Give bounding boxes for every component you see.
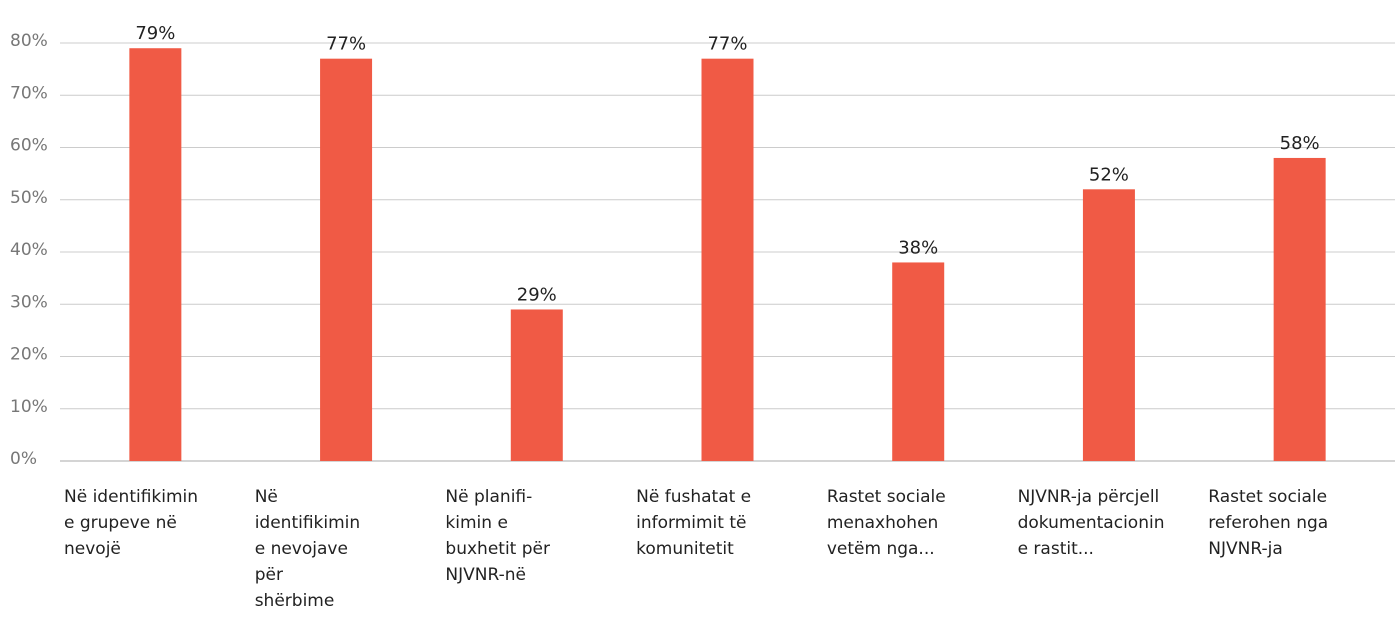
x-tick-label: Në fushatat e — [636, 487, 751, 507]
value-label: 52% — [1089, 164, 1129, 185]
bar — [510, 309, 563, 461]
x-tick-label: menaxhohen — [827, 513, 938, 533]
x-tick-label: identifikimin — [255, 513, 360, 533]
x-tick-label: buxhetit për — [445, 539, 550, 559]
bar — [1082, 189, 1135, 462]
bar — [129, 48, 182, 461]
value-label: 58% — [1280, 133, 1320, 154]
value-label: 77% — [707, 34, 747, 55]
y-tick-label: 70% — [10, 83, 48, 103]
x-tick-label: e grupeve në — [64, 513, 177, 533]
x-tick-label: nevojë — [64, 539, 121, 559]
x-tick-label: informimit të — [636, 513, 746, 533]
bar — [320, 58, 373, 462]
x-tick-label: e rastit... — [1018, 539, 1094, 559]
x-tick-label: për — [255, 565, 283, 585]
bar — [1273, 157, 1326, 461]
x-tick-label: referohen nga — [1208, 513, 1328, 533]
value-label: 79% — [135, 23, 175, 44]
x-tick-label: Në planifi- — [445, 487, 532, 507]
x-tick-label: Në — [255, 487, 278, 507]
x-tick-label: NJVNR-ja përcjell — [1018, 487, 1160, 507]
x-tick-label: e nevojave — [255, 539, 348, 559]
y-tick-label: 20% — [10, 345, 48, 365]
y-tick-label: 10% — [10, 397, 48, 417]
value-label: 29% — [517, 284, 557, 305]
y-tick-label: 60% — [10, 136, 48, 156]
bar — [701, 58, 754, 462]
x-tick-label: kimin e — [445, 513, 508, 533]
y-tick-label: 30% — [10, 292, 48, 312]
x-tick-label: NJVNR-në — [445, 565, 526, 585]
value-label: 77% — [326, 34, 366, 55]
x-tick-label: dokumentacionin — [1018, 513, 1165, 533]
y-tick-label: 50% — [10, 188, 48, 208]
y-tick-label: 40% — [10, 240, 48, 260]
x-tick-label: Rastet sociale — [827, 487, 946, 507]
x-tick-label: Rastet sociale — [1208, 487, 1327, 507]
x-tick-label: NJVNR-ja — [1208, 539, 1282, 559]
x-tick-label: komunitetit — [636, 539, 734, 559]
x-tick-label: vetëm nga... — [827, 539, 935, 559]
x-tick-label: Në identifikimin — [64, 487, 198, 507]
y-tick-label: 0% — [10, 449, 37, 469]
x-tick-label: shërbime — [255, 591, 335, 611]
bar — [892, 262, 945, 461]
value-label: 38% — [898, 237, 938, 258]
y-tick-label: 80% — [10, 31, 48, 51]
